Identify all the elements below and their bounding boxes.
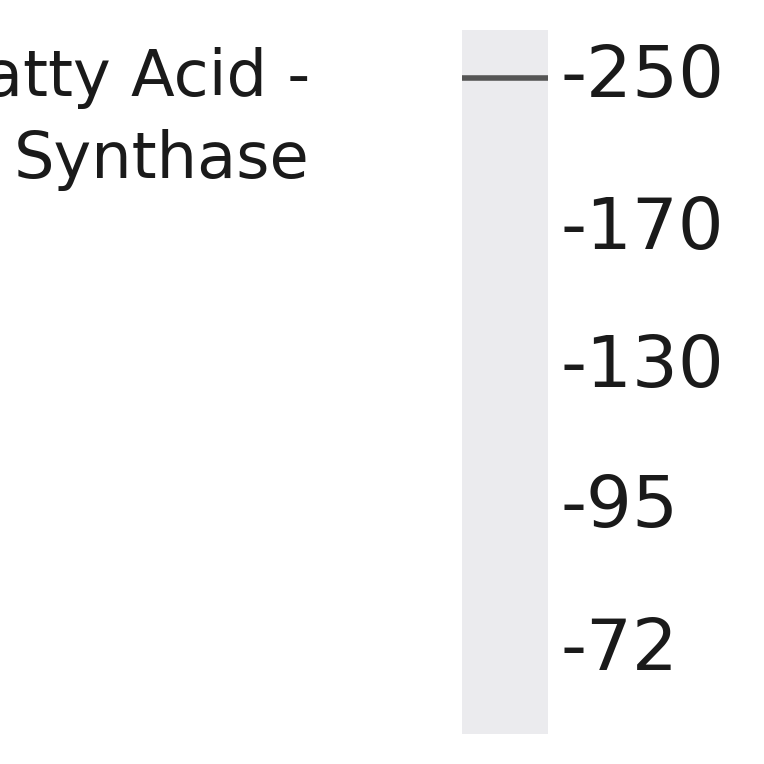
Bar <box>462 30 548 734</box>
Text: -72: -72 <box>560 616 678 685</box>
Text: -250: -250 <box>560 44 724 112</box>
Text: Fatty Acid -: Fatty Acid - <box>0 47 310 109</box>
Text: Synthase: Synthase <box>15 129 310 191</box>
Text: -130: -130 <box>560 334 724 403</box>
Text: -170: -170 <box>560 196 724 264</box>
Text: -95: -95 <box>560 474 678 542</box>
